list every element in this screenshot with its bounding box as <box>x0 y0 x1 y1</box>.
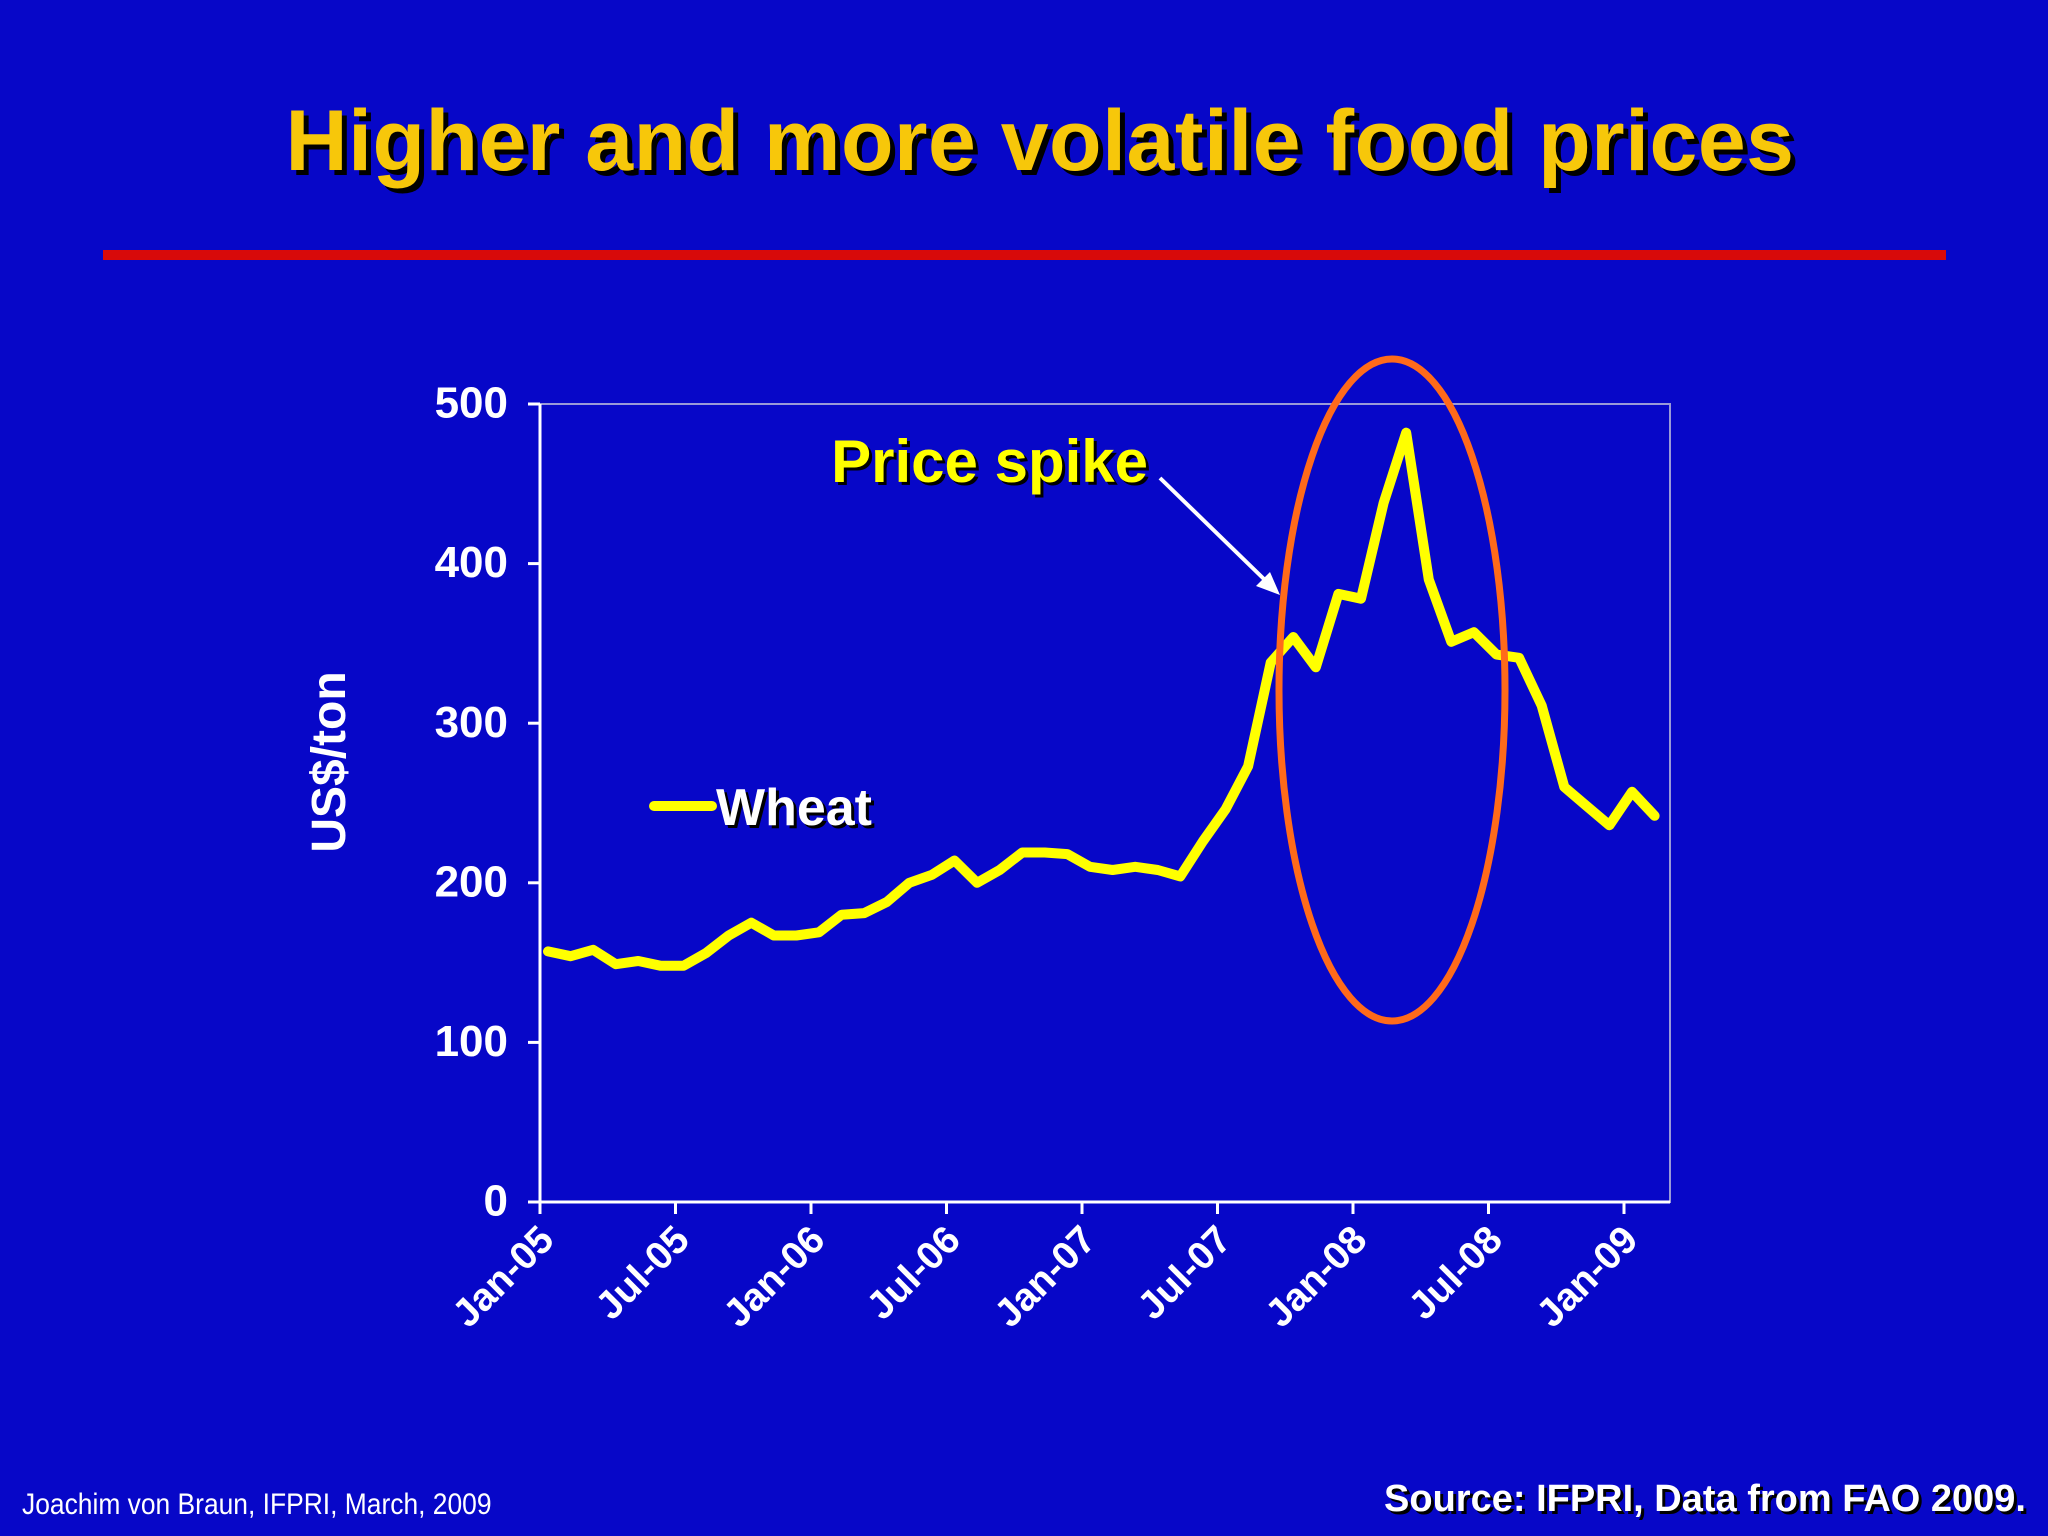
data-point-wheat <box>1041 849 1048 856</box>
data-point-wheat <box>1312 664 1319 671</box>
series-line-wheat <box>543 427 1660 971</box>
data-point-wheat <box>951 857 958 864</box>
data-point-wheat <box>1222 806 1229 813</box>
data-point-wheat <box>1177 873 1184 880</box>
data-point-wheat <box>1561 784 1568 790</box>
x-tick-label: Jul-07 <box>1130 1218 1240 1328</box>
data-point-wheat <box>545 948 551 955</box>
data-point-wheat <box>1538 702 1545 709</box>
data-point-wheat <box>1064 851 1071 858</box>
data-point-wheat <box>883 899 890 905</box>
x-tick-label: Jul-05 <box>588 1218 698 1328</box>
price-spike-arrowhead <box>1256 572 1280 595</box>
data-point-wheat <box>1109 867 1116 873</box>
data-point-wheat <box>928 871 935 878</box>
x-tick-label: Jan-05 <box>445 1218 563 1336</box>
x-tick-label: Jan-09 <box>1529 1218 1647 1336</box>
data-point-wheat <box>1267 659 1274 666</box>
y-tick-label: 200 <box>435 857 508 906</box>
data-point-wheat <box>974 879 981 886</box>
data-point-wheat <box>1358 595 1364 602</box>
data-point-wheat <box>1516 654 1523 661</box>
data-point-wheat <box>816 929 822 936</box>
footer-source: Source: IFPRI, Data from FAO 2009. <box>1384 1478 2026 1520</box>
data-point-wheat <box>748 919 755 926</box>
data-point-wheat <box>1629 788 1635 795</box>
data-point-wheat <box>1470 629 1477 636</box>
x-tick-label: Jan-08 <box>1258 1218 1376 1336</box>
y-tick-label: 300 <box>435 698 508 747</box>
data-point-wheat <box>861 910 868 917</box>
data-point-wheat <box>906 879 913 886</box>
data-point-wheat <box>1380 500 1387 506</box>
data-point-wheat <box>838 911 845 918</box>
data-point-wheat <box>793 932 800 939</box>
price-spike-highlight-ellipse <box>1275 355 1509 1025</box>
price-spike-annotation: Price spike <box>831 428 1148 495</box>
data-point-wheat <box>1403 429 1410 436</box>
y-axis-label: US$/ton <box>303 671 356 852</box>
data-point-wheat <box>1583 803 1590 810</box>
data-point-wheat <box>1651 812 1658 819</box>
data-point-wheat <box>1199 838 1206 845</box>
data-point-wheat <box>1606 822 1613 829</box>
data-point-wheat <box>703 950 710 956</box>
data-point-wheat <box>680 962 687 969</box>
x-tick-label: Jul-08 <box>1401 1218 1511 1328</box>
x-tick-label: Jul-06 <box>859 1218 969 1328</box>
slide-title: Higher and more volatile food prices <box>285 93 1795 189</box>
data-point-wheat <box>725 932 732 939</box>
y-tick-label: 400 <box>435 538 508 587</box>
data-point-wheat <box>635 958 642 964</box>
y-tick-label: 500 <box>435 379 508 428</box>
x-tick-label: Jan-07 <box>987 1218 1105 1336</box>
data-point-wheat <box>1019 849 1026 856</box>
data-point-wheat <box>1132 863 1139 870</box>
data-point-wheat <box>567 953 574 960</box>
x-tick-label: Jan-06 <box>716 1218 834 1336</box>
data-point-wheat <box>1493 651 1500 658</box>
legend-label-wheat: Wheat <box>716 779 872 837</box>
data-point-wheat <box>770 932 777 939</box>
data-point-wheat <box>1335 590 1342 597</box>
data-point-wheat <box>612 961 619 968</box>
data-point-wheat <box>1290 634 1297 640</box>
price-spike-arrow-line <box>1158 476 1269 584</box>
y-tick-label: 100 <box>435 1017 508 1066</box>
data-point-wheat <box>1087 863 1093 870</box>
data-point-wheat <box>1425 576 1432 583</box>
data-point-wheat <box>1154 867 1161 873</box>
y-tick-label: 0 <box>484 1177 508 1226</box>
title-divider <box>103 250 1946 260</box>
data-point-wheat <box>657 962 664 969</box>
data-point-wheat <box>1245 763 1252 770</box>
data-point-wheat <box>590 946 597 953</box>
footer-author-credit: Joachim von Braun, IFPRI, March, 2009 <box>22 1488 492 1521</box>
data-point-wheat <box>996 867 1003 873</box>
data-point-wheat <box>1448 638 1455 645</box>
